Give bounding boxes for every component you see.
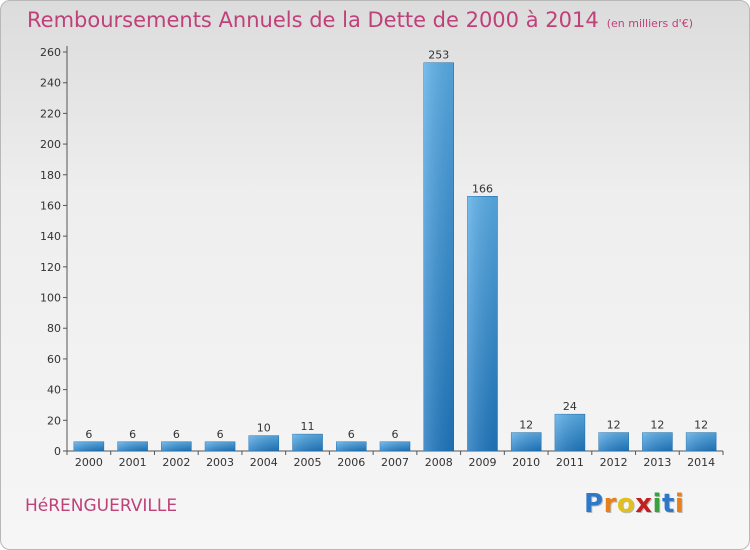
logo-letter: i: [674, 489, 685, 519]
x-tick-label: 2004: [250, 456, 278, 469]
chart-axes: 0 20 40 60 80 100 120 140 160 180 200 220 240 260 2000…: [40, 46, 724, 469]
commune-name: HéRENGUERVILLE: [25, 496, 178, 516]
bar-value-label: 6: [392, 428, 399, 441]
x-tick-label: 2006: [337, 456, 365, 469]
bar-value-label: 12: [650, 419, 664, 432]
bar-value-label: 11: [301, 420, 315, 433]
bar-value-label: 253: [428, 49, 449, 62]
y-tick-label: 120: [40, 261, 61, 274]
y-tick-label: 80: [47, 322, 61, 335]
y-tick-label: 20: [47, 414, 61, 427]
x-tick-label: 2001: [119, 456, 147, 469]
logo-letter: t: [661, 489, 675, 519]
bar-value-label: 6: [173, 428, 180, 441]
x-tick-label: 2009: [468, 456, 496, 469]
chart-title: Remboursements Annuels de la Dette de 20…: [27, 8, 693, 32]
bar-shade: [511, 432, 542, 451]
bar-value-label: 6: [85, 428, 92, 441]
x-tick-label: 2013: [643, 456, 671, 469]
bar-value-label: 166: [472, 182, 493, 195]
y-tick-label: 260: [40, 46, 61, 59]
bar-shade: [554, 414, 585, 451]
bar-shade: [642, 432, 673, 451]
y-tick-label: 40: [47, 384, 61, 397]
chart-title-unit: (en milliers d'€): [606, 17, 693, 30]
bar-value-label: 10: [257, 422, 271, 435]
x-tick-label: 2012: [600, 456, 628, 469]
bar-shade: [380, 441, 410, 451]
x-tick-label: 2010: [512, 456, 540, 469]
bar-shade: [248, 435, 279, 451]
logo-letter: x: [635, 489, 653, 519]
bar-shade: [598, 432, 629, 451]
x-tick-label: 2002: [162, 456, 190, 469]
x-tick-label: 2005: [294, 456, 322, 469]
x-tick-label: 2000: [75, 456, 103, 469]
bar-value-label: 6: [348, 428, 355, 441]
y-tick-label: 160: [40, 199, 61, 212]
bar-shade: [205, 441, 236, 451]
x-tick-label: 2008: [425, 456, 453, 469]
x-tick-label: 2007: [381, 456, 409, 469]
x-tick-label: 2014: [687, 456, 715, 469]
y-tick-label: 60: [47, 353, 61, 366]
bar-value-label: 6: [129, 428, 136, 441]
logo-letter: i: [652, 489, 662, 519]
y-tick-label: 200: [40, 138, 61, 151]
bar-shade: [336, 441, 367, 451]
y-tick-label: 240: [40, 77, 61, 90]
y-tick-label: 180: [40, 169, 61, 182]
logo-letter: P: [584, 489, 604, 519]
bar-shade: [292, 434, 323, 451]
bar-shade: [73, 441, 104, 451]
chart-title-text: Remboursements Annuels de la Dette de 20…: [27, 8, 599, 32]
chart-value-labels: 6 6 6 6 10 11 6 6 253 166 12 24 12 12 12: [85, 49, 708, 441]
x-tick-label: 2011: [556, 456, 584, 469]
bar-shade: [161, 441, 192, 451]
bar-shade: [423, 62, 454, 451]
y-tick-label: 140: [40, 230, 61, 243]
chart-bars: [73, 62, 717, 452]
bar-shade: [686, 432, 717, 451]
bar-value-label: 6: [217, 428, 224, 441]
bar-value-label: 12: [519, 419, 533, 432]
logo-letter: o: [616, 489, 636, 519]
logo-letter: r: [603, 489, 617, 519]
bar-shade: [117, 441, 148, 451]
proxiti-logo: Proxiti: [584, 489, 684, 519]
bar-value-label: 12: [694, 419, 708, 432]
y-tick-label: 220: [40, 107, 61, 120]
bar-value-label: 12: [607, 419, 621, 432]
bar-shade: [467, 196, 498, 451]
bar-value-label: 24: [563, 400, 577, 413]
y-tick-label: 100: [40, 292, 61, 305]
x-tick-label: 2003: [206, 456, 234, 469]
y-tick-label: 0: [54, 445, 61, 458]
